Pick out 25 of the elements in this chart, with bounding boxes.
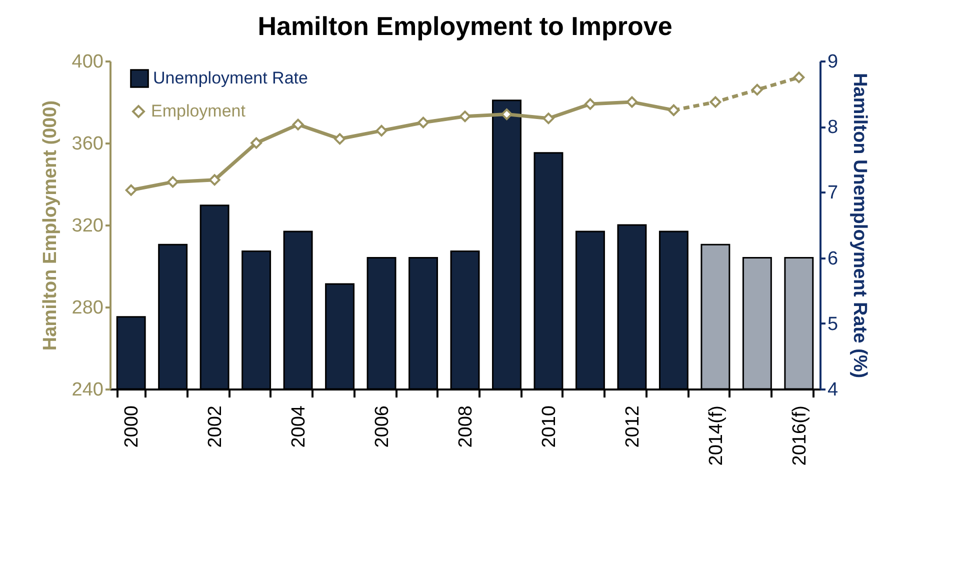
x-tick-label: 2012 bbox=[622, 406, 644, 448]
x-tick-label: 2006 bbox=[372, 406, 394, 448]
x-tick-label: 2000 bbox=[122, 406, 143, 448]
y2-axis-title: Hamilton Unemployment Rate (%) bbox=[849, 72, 870, 378]
x-tick-label: 2014(f) bbox=[706, 406, 727, 466]
y2-tick-label: 8 bbox=[828, 117, 838, 138]
y-axis-title: Hamilton Employment (000) bbox=[40, 100, 61, 351]
x-tick-label: 2002 bbox=[205, 406, 226, 448]
y2-tick-label: 4 bbox=[828, 380, 838, 400]
y-tick-label: 400 bbox=[72, 52, 104, 72]
x-tick-label: 2016(f) bbox=[789, 406, 810, 466]
y-tick-label: 280 bbox=[72, 298, 104, 318]
y2-tick-label: 5 bbox=[828, 314, 838, 335]
legend-label: Employment bbox=[151, 102, 246, 120]
legend-label: Unemployment Rate bbox=[153, 68, 308, 88]
y-tick-label: 320 bbox=[72, 216, 104, 236]
x-tick-label: 2010 bbox=[538, 406, 560, 448]
y-tick-label: 240 bbox=[72, 380, 104, 400]
y2-tick-label: 6 bbox=[828, 248, 838, 270]
x-tick-label: 2004 bbox=[288, 405, 310, 448]
y2-tick-label: 9 bbox=[828, 52, 838, 72]
chart-title: Hamilton Employment to Improve bbox=[258, 11, 672, 41]
y-tick-label: 360 bbox=[72, 134, 104, 154]
x-tick-label: 2008 bbox=[456, 406, 476, 448]
y2-tick-label: 7 bbox=[828, 182, 838, 204]
